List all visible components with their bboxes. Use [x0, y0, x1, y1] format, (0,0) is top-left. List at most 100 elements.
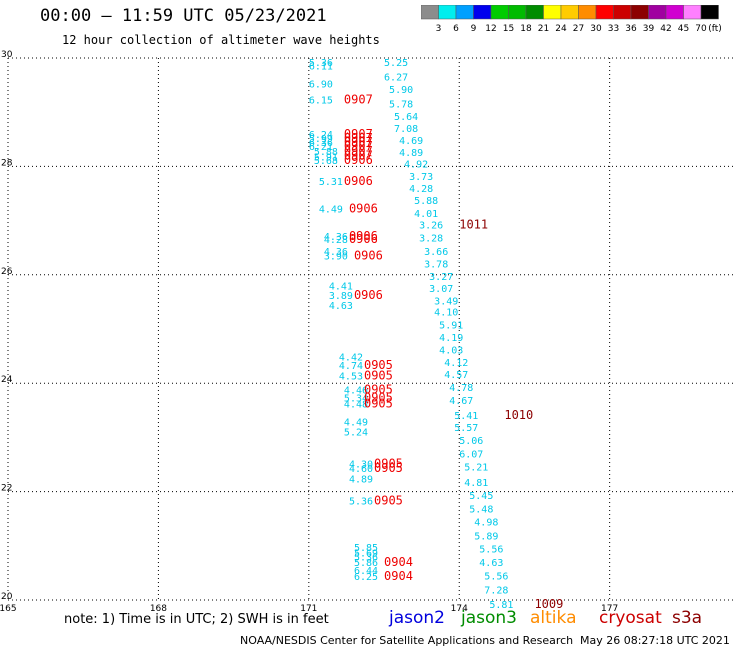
- color-label: 9: [471, 24, 477, 34]
- time-label: 0907: [344, 144, 373, 158]
- color-label: 6: [453, 24, 459, 34]
- time-label: 0905: [374, 456, 403, 470]
- x-tick-label: 174: [451, 604, 468, 614]
- wave-height-label: 4.28: [409, 184, 433, 195]
- time-label: 0905: [364, 369, 393, 383]
- color-label: 18: [520, 24, 532, 34]
- wave-height-label: 3.07: [429, 284, 453, 295]
- wave-height-label: 4.67: [449, 396, 473, 407]
- time-label: 0904: [384, 569, 413, 583]
- time-label: 0907: [344, 149, 373, 163]
- wave-height-label: 3.66: [424, 247, 448, 258]
- wave-height-label: 5.36: [354, 553, 378, 564]
- time-label: 0906: [349, 229, 378, 243]
- time-label: 0907: [344, 139, 373, 153]
- chart-title: 00:00 – 11:59 UTC 05/23/2021: [40, 6, 327, 26]
- wave-height-label: 4.53: [339, 372, 363, 383]
- wave-height-label: 4.48: [344, 399, 368, 410]
- color-legend: 3 6 9 12 15 18 21 24 27 30 33 36 39 42 45 70 (ft): [421, 5, 722, 34]
- wave-height-label: 5.68: [314, 156, 338, 167]
- wave-height-label: 5.91: [314, 153, 338, 164]
- wave-height-label: 4.01: [414, 209, 438, 220]
- wave-height-label: 3.26: [419, 220, 443, 231]
- time-label: 0906: [354, 248, 383, 262]
- time-label: 1009: [534, 597, 563, 611]
- wave-height-label: 4.89: [349, 475, 373, 486]
- y-tick-label: 22: [1, 484, 12, 494]
- wave-height-label: 5.34: [344, 393, 368, 404]
- wave-height-label: 4.36: [324, 247, 348, 258]
- wave-height-label: 5.45: [469, 491, 493, 502]
- wave-height-label: 5.69: [354, 548, 378, 559]
- wave-height-label: 4.92: [404, 160, 428, 171]
- wave-height-label: 6.90: [309, 79, 333, 90]
- wave-height-label: 4.60: [349, 464, 373, 475]
- wave-height-label: 6.27: [384, 72, 408, 83]
- wave-height-label: 7.08: [394, 124, 418, 135]
- wave-height-label: 5.78: [389, 100, 413, 111]
- legend-jason3: jason3: [461, 608, 517, 628]
- timestamp-text: May 26 08:27:18 UTC 2021: [580, 634, 730, 647]
- y-tick-label: 28: [1, 158, 13, 168]
- color-label: 30: [590, 24, 602, 34]
- color-label: 42: [660, 24, 671, 34]
- color-label: 45: [678, 24, 689, 34]
- wave-height-label: 5.91: [439, 321, 463, 332]
- wave-height-label: 4.63: [329, 301, 353, 312]
- wave-height-label: 5.36: [349, 496, 373, 507]
- time-label: 0906: [344, 153, 373, 167]
- wave-height-label: 6.44: [354, 566, 378, 577]
- wave-height-label: 5.41: [454, 411, 478, 422]
- footnote: note: 1) Time is in UTC; 2) SWH is in fe…: [64, 612, 329, 627]
- wave-height-label: 6.25: [354, 572, 378, 583]
- color-swatch: [700, 5, 719, 20]
- color-label: 33: [608, 24, 619, 34]
- wave-height-label: 3.27: [429, 272, 453, 283]
- wave-height-label: 6.36: [309, 138, 333, 149]
- credit-text: NOAA/NESDIS Center for Satellite Applica…: [240, 634, 574, 647]
- wave-height-label: 5.24: [344, 427, 368, 438]
- x-tick-label: 171: [300, 604, 317, 614]
- legend-altika: altika: [530, 608, 577, 628]
- time-label: 0905: [364, 383, 393, 397]
- color-label: 70: [695, 24, 707, 34]
- wave-height-label: 7.28: [484, 586, 508, 597]
- wave-height-label: 6.24: [309, 130, 333, 141]
- wave-height-label: 4.28: [324, 235, 348, 246]
- wave-height-label: 4.63: [479, 558, 503, 569]
- color-label: 3: [436, 24, 442, 34]
- wave-height-label: 4.19: [439, 333, 463, 344]
- wave-height-label: 4.69: [399, 136, 423, 147]
- wave-height-label: 6.21: [309, 142, 333, 153]
- time-label: 0907: [344, 93, 373, 107]
- time-label: 0906: [349, 202, 378, 216]
- wave-height-label: 5.25: [384, 58, 408, 69]
- wave-height-label: 4.46: [344, 386, 368, 397]
- wave-height-label: 4.42: [339, 353, 363, 364]
- color-label: 24: [555, 24, 567, 34]
- time-label: 0905: [364, 396, 393, 410]
- time-label: 0907: [344, 127, 373, 141]
- wave-height-label: 4.57: [444, 370, 468, 381]
- legend-s3a: s3a: [672, 608, 703, 628]
- wave-height-label: 4.41: [329, 282, 353, 293]
- wave-height-label: 5.90: [389, 85, 413, 96]
- x-tick-label: 168: [150, 604, 167, 614]
- time-label: 0905: [374, 461, 403, 475]
- wave-height-label: 4.03: [439, 346, 463, 357]
- color-label: 39: [643, 24, 655, 34]
- wave-height-label: 4.49: [319, 205, 343, 216]
- wave-height-label: 3.28: [419, 233, 443, 244]
- wave-height-label: 6.15: [309, 96, 333, 107]
- y-tick-label: 24: [1, 375, 13, 385]
- wave-height-label: 4.89: [399, 148, 423, 159]
- time-label: 0907: [344, 135, 373, 149]
- wave-height-label: 3.89: [329, 291, 353, 302]
- time-label: 0905: [364, 358, 393, 372]
- wave-height-label: 5.36: [309, 58, 333, 69]
- wave-height-label: 4.30: [349, 459, 373, 470]
- wave-height-label: 5.56: [479, 545, 503, 556]
- color-unit: (ft): [708, 24, 722, 34]
- wave-height-label: 5.56: [484, 572, 508, 583]
